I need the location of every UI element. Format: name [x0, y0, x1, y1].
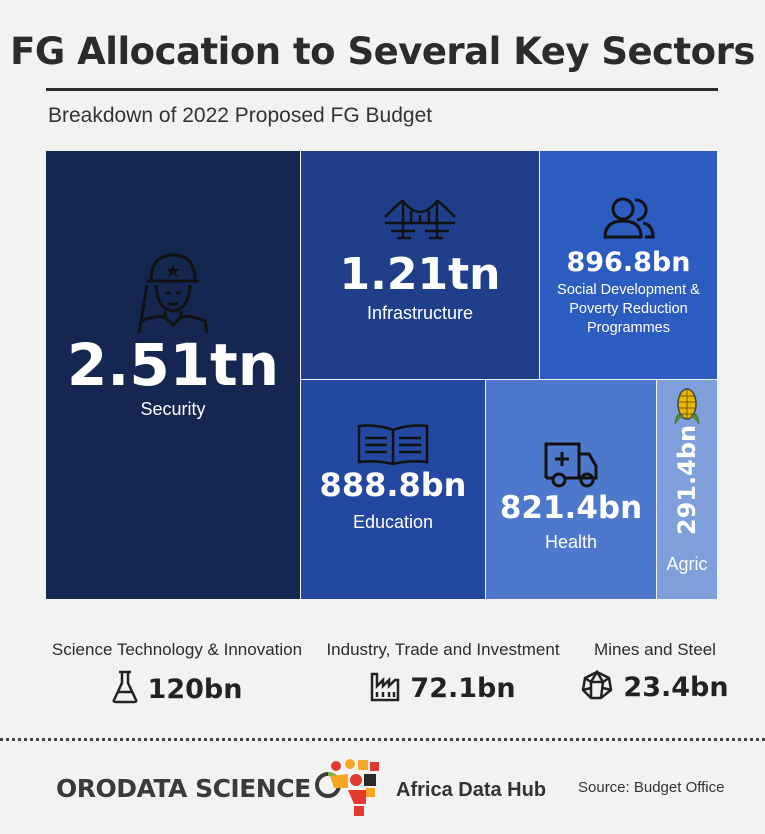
category-label: Agric	[666, 554, 708, 574]
tile-education: 888.8bn Education	[301, 380, 485, 599]
tile-health: 821.4bn Health	[486, 380, 656, 599]
ambulance-icon	[486, 440, 656, 495]
minor-value: 120bn	[147, 674, 243, 705]
orodata-logo-text: ORODATA SCIENCE	[56, 773, 311, 803]
category-label: Health	[544, 532, 598, 552]
tile-social-development: 896.8bn Social Development & Poverty Red…	[540, 151, 717, 379]
tile-infrastructure: 1.21tn Infrastructure	[301, 151, 539, 379]
mineral-icon	[581, 669, 613, 705]
value-label: 1.21tn	[339, 249, 501, 300]
category-label: Security	[140, 399, 206, 419]
minor-value: 72.1bn	[410, 673, 516, 704]
corn-icon	[657, 386, 717, 431]
flask-icon	[112, 670, 138, 709]
value-label: 2.51tn	[66, 331, 280, 399]
chart-title: FG Allocation to Several Key Sectors	[10, 30, 755, 73]
minor-item-industry: Industry, Trade and Investment 72.1bn	[312, 640, 574, 707]
category-label: Education	[352, 512, 434, 532]
minor-item-mines: Mines and Steel 23.4bn	[580, 640, 730, 705]
book-icon	[301, 422, 485, 471]
value-label: 888.8bn	[319, 466, 467, 504]
minor-label: Mines and Steel	[594, 640, 716, 659]
footer-divider	[0, 738, 765, 741]
minor-label: Science Technology & Innovation	[51, 640, 303, 659]
category-label: Social Development & Poverty Reduction P…	[557, 282, 700, 336]
minor-value: 23.4bn	[623, 672, 729, 703]
people-icon	[540, 195, 717, 244]
minor-label: Industry, Trade and Investment	[326, 640, 560, 659]
bridge-icon	[301, 197, 539, 248]
value-label: 821.4bn	[499, 490, 643, 526]
value-label: 896.8bn	[566, 247, 691, 278]
minor-item-science: Science Technology & Innovation 120bn	[46, 640, 308, 709]
title-divider	[46, 88, 718, 91]
africa-data-hub-logo: Africa Data Hub	[326, 758, 546, 823]
tile-security: 2.51tn Security	[46, 151, 300, 599]
category-label: Infrastructure	[366, 303, 474, 323]
value-label: 291.4bn	[673, 424, 701, 536]
source-note: Source: Budget Office	[578, 779, 725, 796]
africa-data-hub-text: Africa Data Hub	[396, 779, 547, 801]
factory-icon	[370, 670, 400, 707]
tile-agric: 291.4bn Agric	[657, 380, 717, 599]
chart-subtitle: Breakdown of 2022 Proposed FG Budget	[48, 104, 433, 127]
orodata-science-logo: ORODATA SCIENCE	[56, 770, 343, 806]
africa-map-icon	[326, 758, 384, 823]
soldier-icon	[46, 247, 300, 338]
